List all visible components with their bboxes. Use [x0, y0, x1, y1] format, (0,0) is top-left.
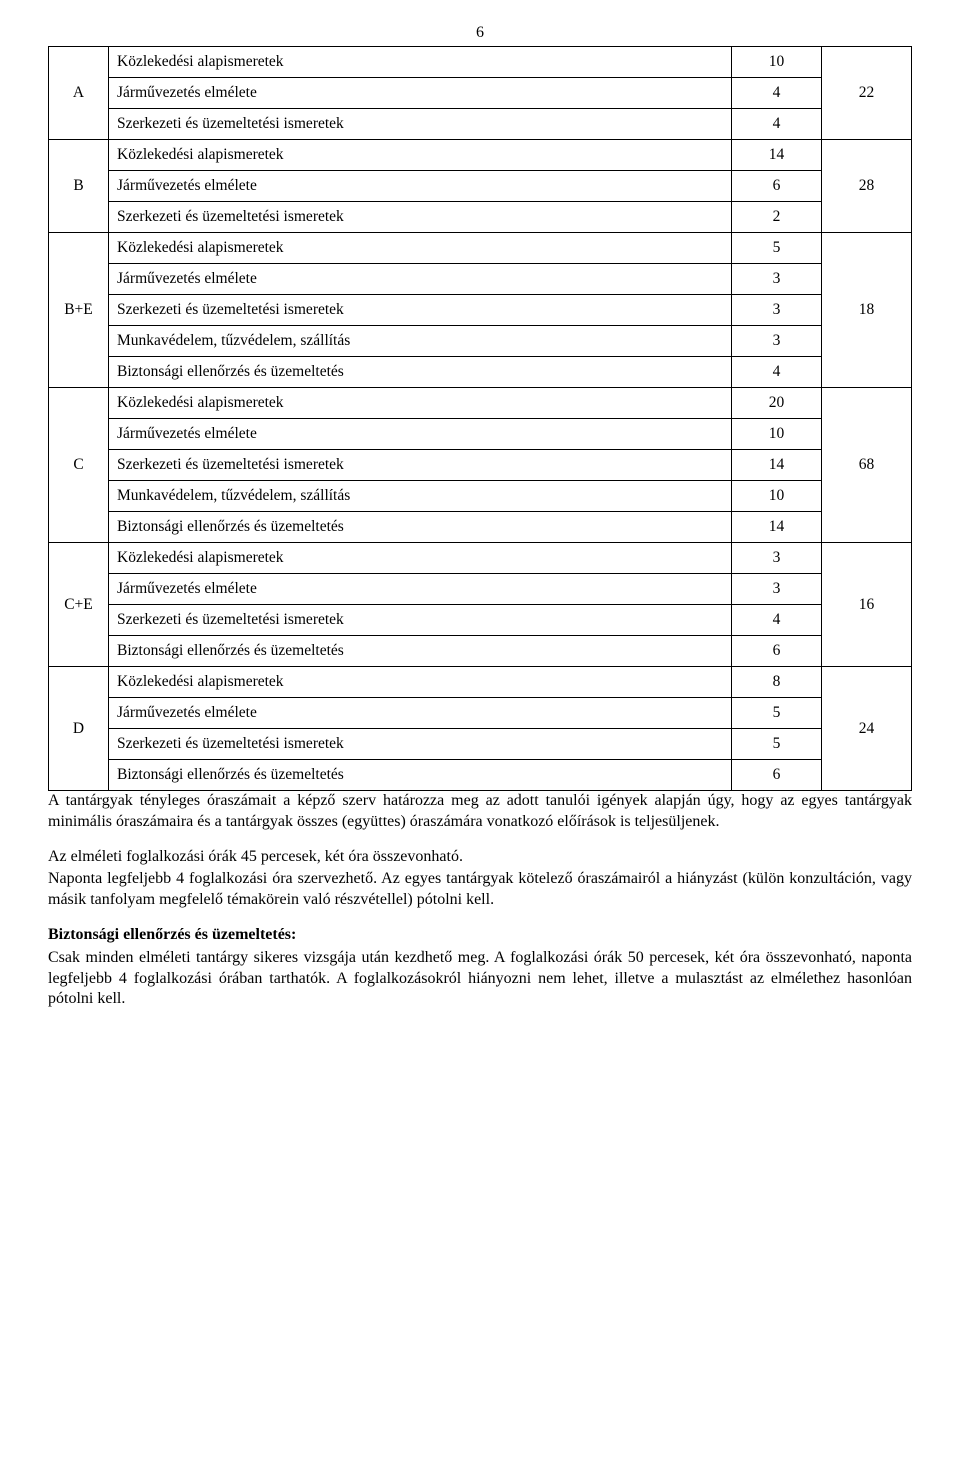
subject-cell: Biztonsági ellenőrzés és üzemeltetés — [109, 760, 732, 791]
subject-cell: Szerkezeti és üzemeltetési ismeretek — [109, 729, 732, 760]
total-cell: 16 — [822, 543, 912, 667]
value-cell: 5 — [732, 233, 822, 264]
value-cell: 14 — [732, 450, 822, 481]
value-cell: 10 — [732, 419, 822, 450]
paragraph-2a: Az elméleti foglalkozási órák 45 percese… — [48, 847, 912, 868]
table-row: Szerkezeti és üzemeltetési ismeretek4 — [49, 605, 912, 636]
table-row: Biztonsági ellenőrzés és üzemeltetés6 — [49, 760, 912, 791]
table-row: B+EKözlekedési alapismeretek518 — [49, 233, 912, 264]
category-cell: C — [49, 388, 109, 543]
value-cell: 14 — [732, 512, 822, 543]
subject-cell: Közlekedési alapismeretek — [109, 140, 732, 171]
subject-cell: Járművezetés elmélete — [109, 574, 732, 605]
hours-table: AKözlekedési alapismeretek1022Járművezet… — [48, 46, 912, 791]
subject-cell: Közlekedési alapismeretek — [109, 543, 732, 574]
table-row: BKözlekedési alapismeretek1428 — [49, 140, 912, 171]
subject-cell: Járművezetés elmélete — [109, 78, 732, 109]
subject-cell: Szerkezeti és üzemeltetési ismeretek — [109, 450, 732, 481]
section-heading: Biztonsági ellenőrzés és üzemeltetés: — [48, 925, 912, 946]
table-row: Járművezetés elmélete5 — [49, 698, 912, 729]
table-row: Biztonsági ellenőrzés és üzemeltetés14 — [49, 512, 912, 543]
table-row: Biztonsági ellenőrzés és üzemeltetés6 — [49, 636, 912, 667]
subject-cell: Munkavédelem, tűzvédelem, szállítás — [109, 326, 732, 357]
table-row: Biztonsági ellenőrzés és üzemeltetés4 — [49, 357, 912, 388]
category-cell: C+E — [49, 543, 109, 667]
table-row: Járművezetés elmélete10 — [49, 419, 912, 450]
table-row: Szerkezeti és üzemeltetési ismeretek5 — [49, 729, 912, 760]
value-cell: 4 — [732, 109, 822, 140]
value-cell: 20 — [732, 388, 822, 419]
subject-cell: Munkavédelem, tűzvédelem, szállítás — [109, 481, 732, 512]
value-cell: 4 — [732, 605, 822, 636]
subject-cell: Szerkezeti és üzemeltetési ismeretek — [109, 202, 732, 233]
table-row: DKözlekedési alapismeretek824 — [49, 667, 912, 698]
value-cell: 6 — [732, 171, 822, 202]
value-cell: 10 — [732, 47, 822, 78]
subject-cell: Közlekedési alapismeretek — [109, 47, 732, 78]
total-cell: 22 — [822, 47, 912, 140]
subject-cell: Biztonsági ellenőrzés és üzemeltetés — [109, 636, 732, 667]
category-cell: D — [49, 667, 109, 791]
table-row: Szerkezeti és üzemeltetési ismeretek14 — [49, 450, 912, 481]
subject-cell: Közlekedési alapismeretek — [109, 388, 732, 419]
category-cell: A — [49, 47, 109, 140]
value-cell: 3 — [732, 295, 822, 326]
subject-cell: Járművezetés elmélete — [109, 698, 732, 729]
value-cell: 3 — [732, 264, 822, 295]
subject-cell: Szerkezeti és üzemeltetési ismeretek — [109, 109, 732, 140]
table-row: Szerkezeti és üzemeltetési ismeretek2 — [49, 202, 912, 233]
subject-cell: Járművezetés elmélete — [109, 419, 732, 450]
table-row: Járművezetés elmélete3 — [49, 264, 912, 295]
value-cell: 8 — [732, 667, 822, 698]
paragraph-3: Csak minden elméleti tantárgy sikeres vi… — [48, 948, 912, 1010]
paragraph-2b: Naponta legfeljebb 4 foglalkozási óra sz… — [48, 869, 912, 911]
subject-cell: Közlekedési alapismeretek — [109, 233, 732, 264]
value-cell: 14 — [732, 140, 822, 171]
category-cell: B+E — [49, 233, 109, 388]
table-row: Munkavédelem, tűzvédelem, szállítás10 — [49, 481, 912, 512]
table-row: C+EKözlekedési alapismeretek316 — [49, 543, 912, 574]
total-cell: 24 — [822, 667, 912, 791]
value-cell: 6 — [732, 636, 822, 667]
total-cell: 18 — [822, 233, 912, 388]
paragraph-1: A tantárgyak tényleges óraszámait a képz… — [48, 791, 912, 833]
subject-cell: Járművezetés elmélete — [109, 171, 732, 202]
table-row: Járművezetés elmélete3 — [49, 574, 912, 605]
table-row: Járművezetés elmélete4 — [49, 78, 912, 109]
table-row: CKözlekedési alapismeretek2068 — [49, 388, 912, 419]
subject-cell: Biztonsági ellenőrzés és üzemeltetés — [109, 512, 732, 543]
table-row: Munkavédelem, tűzvédelem, szállítás3 — [49, 326, 912, 357]
total-cell: 28 — [822, 140, 912, 233]
table-row: Járművezetés elmélete6 — [49, 171, 912, 202]
value-cell: 3 — [732, 326, 822, 357]
subject-cell: Szerkezeti és üzemeltetési ismeretek — [109, 295, 732, 326]
table-row: Szerkezeti és üzemeltetési ismeretek4 — [49, 109, 912, 140]
page-number: 6 — [48, 24, 912, 42]
subject-cell: Közlekedési alapismeretek — [109, 667, 732, 698]
total-cell: 68 — [822, 388, 912, 543]
table-row: Szerkezeti és üzemeltetési ismeretek3 — [49, 295, 912, 326]
value-cell: 3 — [732, 574, 822, 605]
value-cell: 5 — [732, 698, 822, 729]
value-cell: 2 — [732, 202, 822, 233]
category-cell: B — [49, 140, 109, 233]
value-cell: 6 — [732, 760, 822, 791]
value-cell: 10 — [732, 481, 822, 512]
value-cell: 5 — [732, 729, 822, 760]
subject-cell: Biztonsági ellenőrzés és üzemeltetés — [109, 357, 732, 388]
value-cell: 3 — [732, 543, 822, 574]
subject-cell: Járművezetés elmélete — [109, 264, 732, 295]
subject-cell: Szerkezeti és üzemeltetési ismeretek — [109, 605, 732, 636]
value-cell: 4 — [732, 357, 822, 388]
table-row: AKözlekedési alapismeretek1022 — [49, 47, 912, 78]
value-cell: 4 — [732, 78, 822, 109]
